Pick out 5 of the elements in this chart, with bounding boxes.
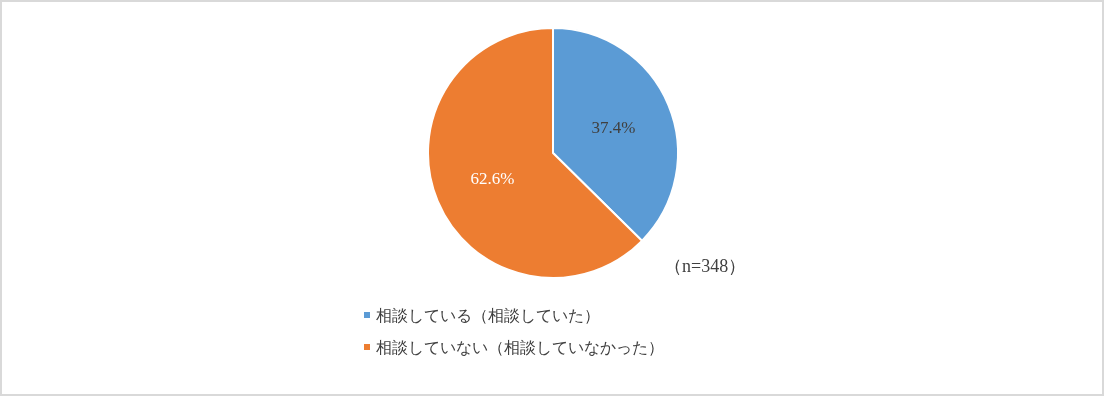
data-label: 37.4%: [591, 118, 636, 138]
data-label: 62.6%: [470, 168, 515, 188]
legend-label: 相談していない（相談していなかった）: [376, 338, 664, 356]
legend-label: 相談している（相談していた）: [376, 306, 600, 324]
text: （n=348）: [664, 256, 747, 276]
